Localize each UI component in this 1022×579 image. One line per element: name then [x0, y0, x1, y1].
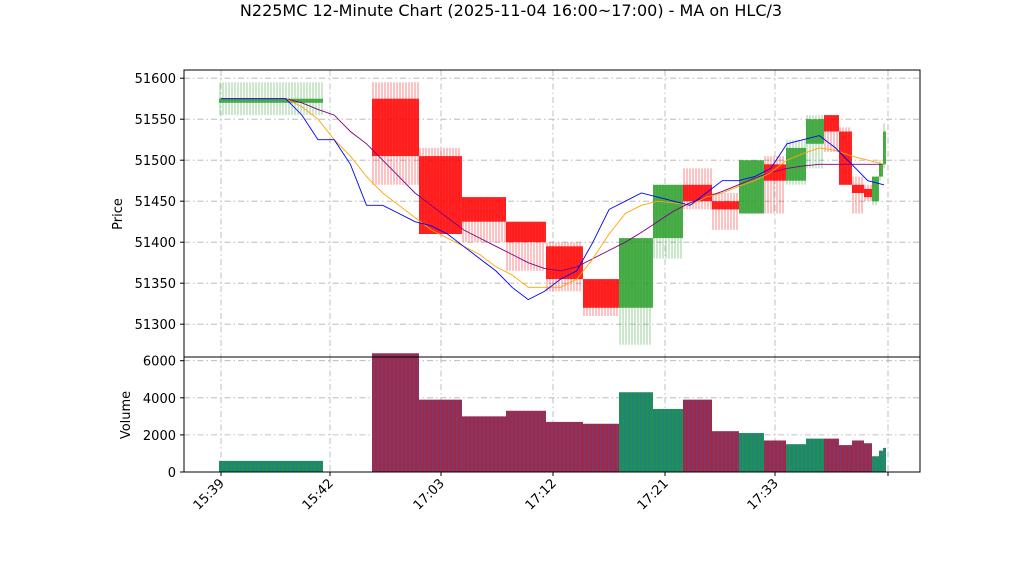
volume-bar: [764, 440, 786, 472]
volume-bar: [879, 450, 883, 472]
volume-bar: [583, 423, 619, 472]
price-ytick-label: 51450: [135, 195, 176, 210]
candle: [546, 242, 583, 292]
x-tick-label: 17:12: [523, 476, 560, 513]
volume-bar: [419, 399, 462, 472]
candle: [864, 184, 872, 202]
volume-ytick-label: 6000: [143, 355, 176, 370]
volume-bar: [712, 431, 739, 472]
x-tick-label: 17:33: [745, 476, 782, 513]
volume-bar: [462, 416, 506, 472]
volume-panel-frame: [183, 356, 921, 473]
price-ytick-label: 51500: [135, 154, 176, 169]
candle: [883, 123, 886, 169]
volume-bar: [219, 460, 323, 472]
price-y-axis: 51300 51350 51400 51450 51500 51550 51600: [135, 72, 184, 333]
volume-ytick-label: 4000: [143, 392, 176, 407]
volume-ytick-label: 2000: [143, 429, 176, 444]
volume-bar: [864, 443, 872, 472]
volume-bar: [806, 438, 824, 472]
volume-ylabel: Volume: [119, 391, 134, 439]
candle: [506, 221, 546, 271]
volume-bar: [739, 433, 764, 472]
ma-slow-line: [221, 98, 884, 272]
price-grid: [184, 70, 920, 357]
candle: [824, 115, 839, 152]
price-candles: [219, 82, 886, 345]
volume-y-axis: 0 2000 4000 6000: [143, 355, 184, 481]
candle: [786, 139, 806, 185]
price-ytick-label: 51400: [135, 236, 176, 251]
candle: [872, 176, 879, 206]
volume-bar: [546, 421, 583, 472]
volume-bars: [219, 353, 886, 472]
price-ytick-label: 51600: [135, 72, 176, 87]
volume-ytick-label: 0: [168, 466, 176, 481]
x-tick-label: 17:21: [635, 476, 672, 513]
x-tick-label: 15:42: [300, 476, 337, 513]
candle: [462, 197, 506, 243]
volume-bar: [506, 410, 546, 472]
price-ytick-label: 51550: [135, 113, 176, 128]
volume-bar: [883, 447, 886, 472]
price-ytick-label: 51300: [135, 318, 176, 333]
volume-bar: [786, 444, 806, 472]
volume-bar: [683, 399, 712, 472]
candle: [839, 127, 852, 185]
candle: [712, 193, 739, 230]
candle: [372, 82, 419, 185]
ma-lines: [221, 98, 885, 301]
price-ytick-label: 51350: [135, 277, 176, 292]
volume-bar: [872, 456, 879, 472]
price-ylabel: Price: [111, 198, 126, 230]
candle: [852, 176, 864, 214]
candle: [419, 147, 462, 234]
ma-fast-line: [221, 98, 885, 301]
volume-bar: [372, 353, 419, 472]
volume-bar: [653, 408, 683, 472]
candle: [739, 160, 764, 214]
volume-bar: [852, 440, 864, 472]
volume-bar: [824, 438, 839, 472]
volume-bar: [839, 445, 852, 472]
candle: [764, 156, 786, 214]
x-tick-label: 15:39: [191, 476, 228, 513]
candle: [619, 238, 653, 345]
candle: [583, 279, 619, 316]
chart-title: N225MC 12-Minute Chart (2025-11-04 16:00…: [240, 1, 782, 20]
volume-bar: [619, 392, 653, 472]
ma-mid-line: [221, 98, 885, 288]
x-tick-label: 17:03: [411, 476, 448, 513]
x-axis: 15:39 15:42 17:03 17:12 17:21 17:33: [191, 472, 889, 513]
candle: [683, 168, 712, 210]
price-panel-frame: [183, 69, 921, 358]
